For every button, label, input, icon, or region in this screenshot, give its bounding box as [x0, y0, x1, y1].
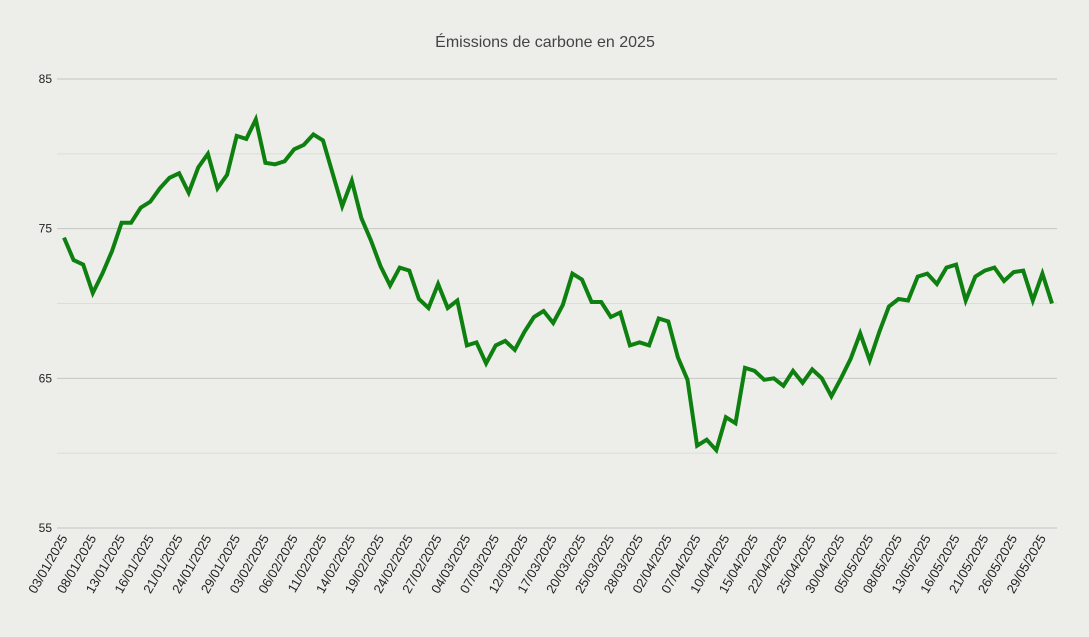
grid [57, 78, 1057, 529]
x-axis: 03/01/202508/01/202513/01/202516/01/2025… [25, 532, 1049, 596]
y-tick-label: 85 [39, 72, 53, 86]
series-layer [62, 113, 1054, 455]
y-tick-label: 75 [39, 222, 53, 236]
y-axis: 55 65 75 85 [39, 72, 53, 535]
chart-title: Émissions de carbone en 2025 [435, 32, 655, 51]
y-tick-label: 65 [39, 371, 53, 385]
y-tick-label: 55 [39, 521, 53, 535]
series-line [62, 113, 1054, 455]
